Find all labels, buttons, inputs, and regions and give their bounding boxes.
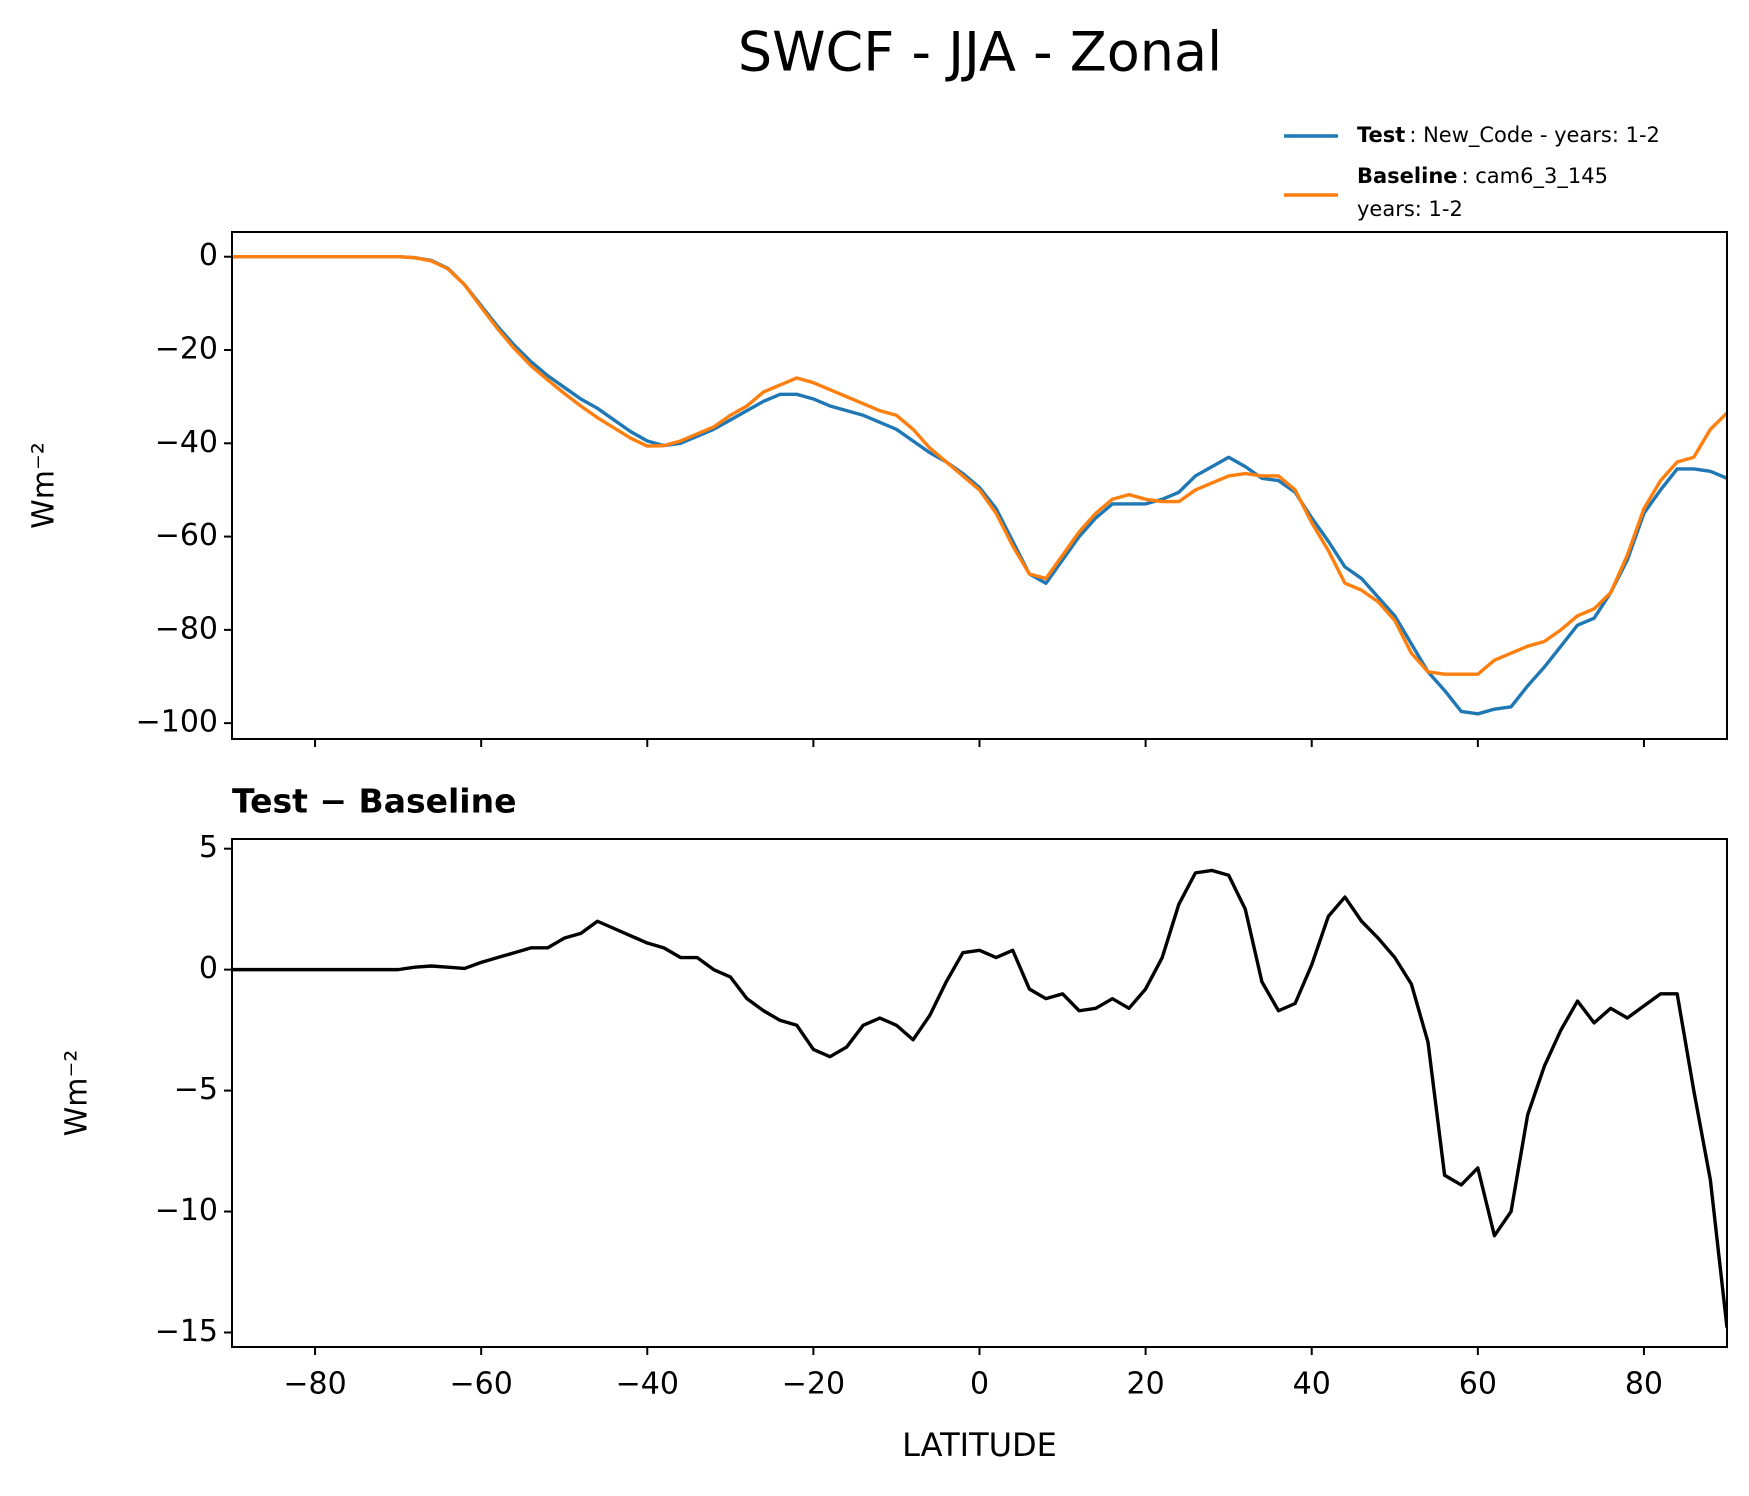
x-tick-label: 0 — [970, 1367, 989, 1402]
y-tick-label: −40 — [155, 425, 218, 460]
legend-name: Baseline — [1357, 164, 1458, 188]
y-tick-label: −5 — [174, 1072, 218, 1107]
x-tick-label: −20 — [782, 1367, 845, 1402]
chart-title: SWCF - JJA - Zonal — [738, 21, 1222, 84]
x-tick-label: 40 — [1293, 1367, 1331, 1402]
y-tick-label: −10 — [155, 1193, 218, 1228]
data-line — [232, 868, 1727, 1328]
y-tick-label: −80 — [155, 611, 218, 646]
y-tick-label: −60 — [155, 518, 218, 553]
x-tick-label: 80 — [1625, 1367, 1663, 1402]
legend-name: Test — [1357, 123, 1405, 147]
legend-desc: : New_Code - years: 1-2 — [1409, 123, 1660, 148]
axes-frame — [231, 231, 1728, 740]
x-tick-label: −40 — [616, 1367, 679, 1402]
y-tick-label: 0 — [199, 951, 218, 986]
data-line — [232, 255, 1727, 676]
y-axis-label: Wm⁻² — [27, 442, 62, 529]
x-tick-label: −60 — [450, 1367, 513, 1402]
x-tick-label: −80 — [283, 1367, 346, 1402]
y-tick-label: 0 — [199, 238, 218, 273]
legend-label-line2: years: 1-2 — [1357, 197, 1463, 221]
data-line — [232, 255, 1727, 716]
subplot-title: Test − Baseline — [232, 782, 517, 821]
y-tick-label: −20 — [155, 332, 218, 367]
legend-label: Baseline: cam6_3_145 — [1357, 164, 1608, 189]
y-axis-label: Wm⁻² — [60, 1050, 95, 1137]
x-tick-label: 60 — [1459, 1367, 1497, 1402]
x-tick-label: 20 — [1127, 1367, 1165, 1402]
legend-desc: : cam6_3_145 — [1462, 164, 1608, 189]
y-tick-label: 5 — [199, 830, 218, 865]
x-axis-label: LATITUDE — [902, 1426, 1057, 1464]
axes-frame — [231, 838, 1728, 1348]
y-tick-label: −100 — [136, 705, 218, 740]
legend-label: Test: New_Code - years: 1-2 — [1357, 123, 1660, 148]
y-tick-label: −15 — [155, 1314, 218, 1349]
